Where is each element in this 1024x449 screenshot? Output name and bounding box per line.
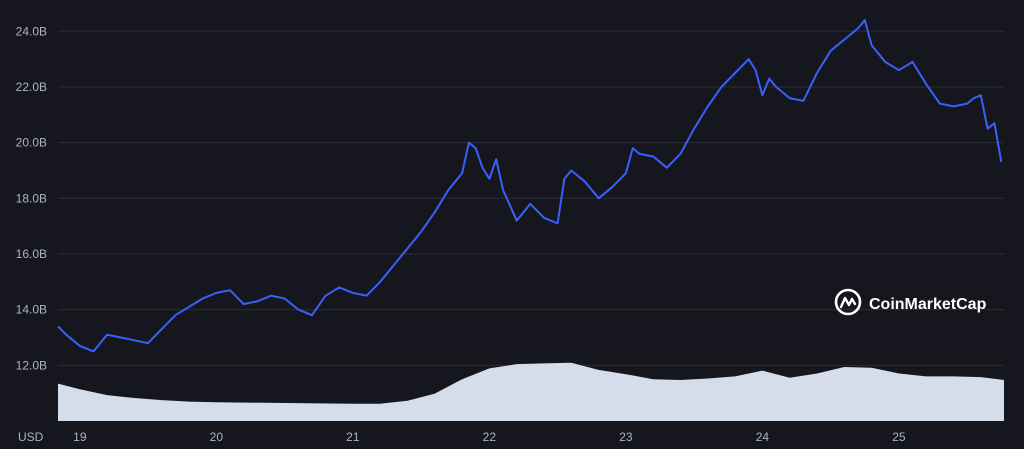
x-tick-label: 23 [619,430,633,444]
coinmarketcap-logo-icon [834,288,862,316]
y-tick-label: 24.0B [16,24,47,38]
currency-label: USD [18,430,44,444]
x-tick-label: 21 [346,430,360,444]
grid-lines [58,30,1004,366]
volume-area-group [58,362,1004,421]
x-tick-label: 25 [892,430,906,444]
x-tick-label: 19 [73,430,87,444]
y-axis-labels: 12.0B 14.0B 16.0B 18.0B 20.0B 22.0B 24.0B [16,24,47,372]
x-tick-label: 22 [483,430,497,444]
x-tick-label: 20 [210,430,224,444]
y-tick-label: 16.0B [16,247,47,261]
y-tick-label: 20.0B [16,136,47,150]
x-tick-label: 24 [756,430,770,444]
watermark: CoinMarketCap [834,288,987,316]
market-cap-line [57,19,1003,353]
x-axis-labels: 19 20 21 22 23 24 25 [73,430,906,444]
y-tick-label: 22.0B [16,80,47,94]
volume-area [58,362,1004,421]
y-tick-label: 14.0B [16,303,47,317]
price-line-group [57,19,1003,353]
y-tick-label: 18.0B [16,191,47,205]
y-tick-label: 12.0B [16,358,47,372]
watermark-text: CoinMarketCap [869,296,987,313]
